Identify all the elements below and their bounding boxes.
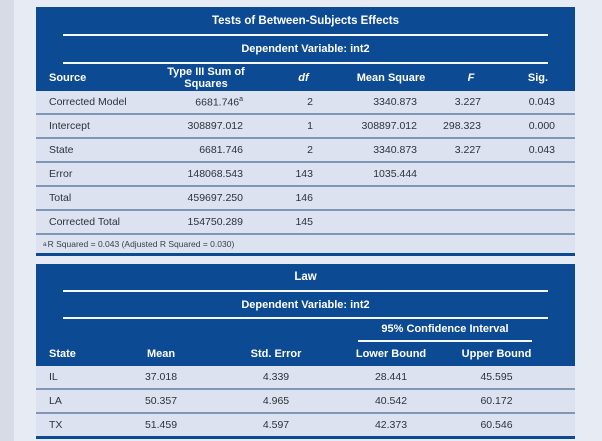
mean-square-value: 1035.444 <box>373 168 417 180</box>
upper-bound-value: 60.172 <box>480 395 513 407</box>
df-value: 146 <box>295 192 313 204</box>
upper-bound-value: 45.595 <box>480 371 513 383</box>
lower-bound-value: 40.542 <box>374 395 408 407</box>
table1-column-header-row: Source Type III Sum of Squares df Mean S… <box>36 64 575 91</box>
column-header-state: State <box>49 347 76 360</box>
sum-of-squares-value: 154750.289 <box>187 216 243 228</box>
mean-square-value: 308897.012 <box>361 120 417 132</box>
std-error-value: 4.339 <box>262 371 290 383</box>
footnote-text: R Squared = 0.043 (Adjusted R Squared = … <box>47 239 235 249</box>
column-header-mean-square: Mean Square <box>356 71 426 84</box>
row-label: State <box>49 144 74 156</box>
std-error-value: 4.965 <box>262 395 290 407</box>
header-divider-line <box>63 290 548 292</box>
mean-value: 50.357 <box>144 395 178 407</box>
sig-value: 0.000 <box>528 120 555 132</box>
row-label: Corrected Model <box>49 96 127 108</box>
table-row: Error 148068.543 143 1035.444 <box>36 161 575 185</box>
row-label: Intercept <box>49 120 90 132</box>
column-header-df: df <box>298 71 309 84</box>
table1-dependent-variable: Dependent Variable: int2 <box>241 43 370 55</box>
df-value: 143 <box>295 168 313 180</box>
table2-dependent-variable: Dependent Variable: int2 <box>241 298 370 311</box>
sig-value: 0.043 <box>528 96 555 108</box>
footnote-marker: a <box>43 240 47 248</box>
sum-of-squares-value: 6681.746a <box>146 96 266 109</box>
column-header-mean: Mean <box>146 347 176 360</box>
column-header-type3-sum-squares: Type III Sum of Squares <box>167 65 245 90</box>
table-row: Corrected Model 6681.746a 2 3340.873 3.2… <box>36 91 575 113</box>
state-label: IL <box>49 371 58 383</box>
law-estimates-table: Law Dependent Variable: int2 95% Confide… <box>36 264 575 439</box>
table-row: Corrected Total 154750.289 145 <box>36 209 575 233</box>
header-divider-line <box>63 34 548 36</box>
sum-of-squares-value: 308897.012 <box>187 120 243 132</box>
std-error-value: 4.597 <box>262 419 290 431</box>
df-value: 145 <box>295 216 313 228</box>
table1-header: Tests of Between-Subjects Effects Depend… <box>36 7 575 91</box>
sig-value: 0.043 <box>528 144 555 156</box>
column-header-upper-bound: Upper Bound <box>461 347 532 360</box>
table2-title: Law <box>294 271 317 283</box>
value: 6681.746 <box>195 96 240 109</box>
row-label: Corrected Total <box>49 216 121 228</box>
table2-column-header-row: State Mean Std. Error Lower Bound Upper … <box>36 341 575 366</box>
table-row: State 6681.746 2 3340.873 3.227 0.043 <box>36 137 575 161</box>
lower-bound-value: 28.441 <box>374 371 408 383</box>
row-label: Error <box>49 168 73 180</box>
upper-bound-value: 60.546 <box>480 419 513 431</box>
mean-square-value: 3340.873 <box>373 96 417 108</box>
f-value: 298.323 <box>443 120 481 132</box>
table1-title: Tests of Between-Subjects Effects <box>211 14 400 27</box>
lower-bound-value: 42.373 <box>374 419 408 431</box>
column-header-sig: Sig. <box>527 71 549 84</box>
row-label: Total <box>49 192 72 204</box>
page-left-margin-strip <box>0 0 14 441</box>
footnote-marker: a <box>239 95 243 103</box>
sum-of-squares-value: 148068.543 <box>187 168 243 180</box>
mean-square-value: 3340.873 <box>373 144 417 156</box>
header-divider-line <box>63 62 548 64</box>
table-row: Total 459697.250 146 <box>36 185 575 209</box>
f-value: 3.227 <box>454 144 481 156</box>
table1-footnote: a R Squared = 0.043 (Adjusted R Squared … <box>36 233 575 256</box>
table2-header: Law Dependent Variable: int2 95% Confide… <box>36 264 575 366</box>
table-row: LA 50.357 4.965 40.542 60.172 <box>36 388 575 412</box>
column-header-std-error: Std. Error <box>250 347 302 360</box>
confidence-interval-group-row: 95% Confidence Interval <box>36 318 575 342</box>
column-header-f: F <box>467 71 475 84</box>
f-value: 3.227 <box>454 96 481 108</box>
between-subjects-effects-table: Tests of Between-Subjects Effects Depend… <box>36 7 575 256</box>
column-header-source: Source <box>49 71 87 84</box>
state-label: TX <box>49 419 63 431</box>
df-value: 2 <box>307 96 313 108</box>
table-row: IL 37.018 4.339 28.441 45.595 <box>36 366 575 388</box>
state-label: LA <box>49 395 62 407</box>
mean-value: 51.459 <box>144 419 178 431</box>
table-row: TX 51.459 4.597 42.373 60.546 <box>36 412 575 439</box>
confidence-interval-group-header: 95% Confidence Interval <box>358 318 532 342</box>
mean-value: 37.018 <box>144 371 178 383</box>
header-divider-line <box>63 317 548 319</box>
sum-of-squares-value: 6681.746 <box>199 144 243 156</box>
df-value: 1 <box>307 120 313 132</box>
table-row: Intercept 308897.012 1 308897.012 298.32… <box>36 113 575 137</box>
sum-of-squares-value: 459697.250 <box>187 192 243 204</box>
column-header-lower-bound: Lower Bound <box>355 347 427 360</box>
df-value: 2 <box>307 144 313 156</box>
